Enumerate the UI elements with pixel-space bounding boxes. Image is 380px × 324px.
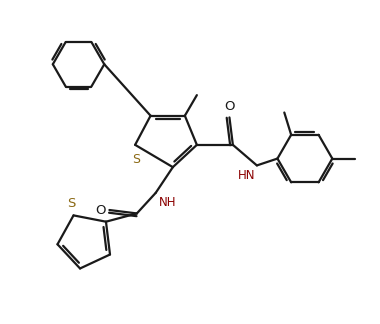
Text: O: O <box>95 203 105 216</box>
Text: S: S <box>132 154 140 167</box>
Text: S: S <box>68 197 76 210</box>
Text: HN: HN <box>238 169 255 182</box>
Text: O: O <box>224 100 235 113</box>
Text: NH: NH <box>159 196 177 209</box>
